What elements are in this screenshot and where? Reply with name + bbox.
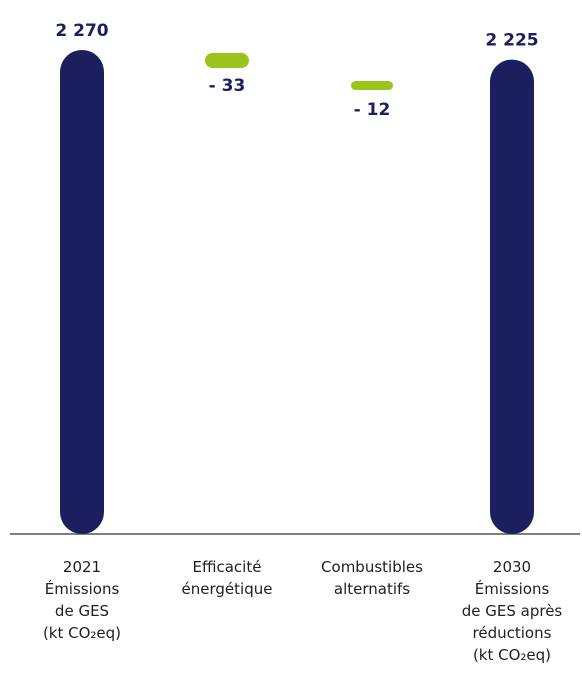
bar-combustibles [351, 81, 393, 91]
bar-efficacite [205, 53, 249, 68]
bar-2030 [490, 59, 534, 534]
bar-2021 [60, 50, 104, 534]
value-label-efficacite: - 33 [209, 76, 246, 96]
category-label-combustibles: Combustibles alternatifs [321, 558, 423, 598]
value-label-2030: 2 225 [485, 31, 538, 51]
category-label-efficacite: Efficacité énergétique [181, 558, 273, 598]
category-label-2021: 2021 Émissions de GES (kt CO₂eq) [42, 558, 122, 642]
value-label-2021: 2 270 [55, 21, 108, 41]
value-label-combustibles: - 12 [354, 100, 391, 120]
category-label-2030: 2030 Émissions de GES après réductions (… [461, 558, 563, 664]
